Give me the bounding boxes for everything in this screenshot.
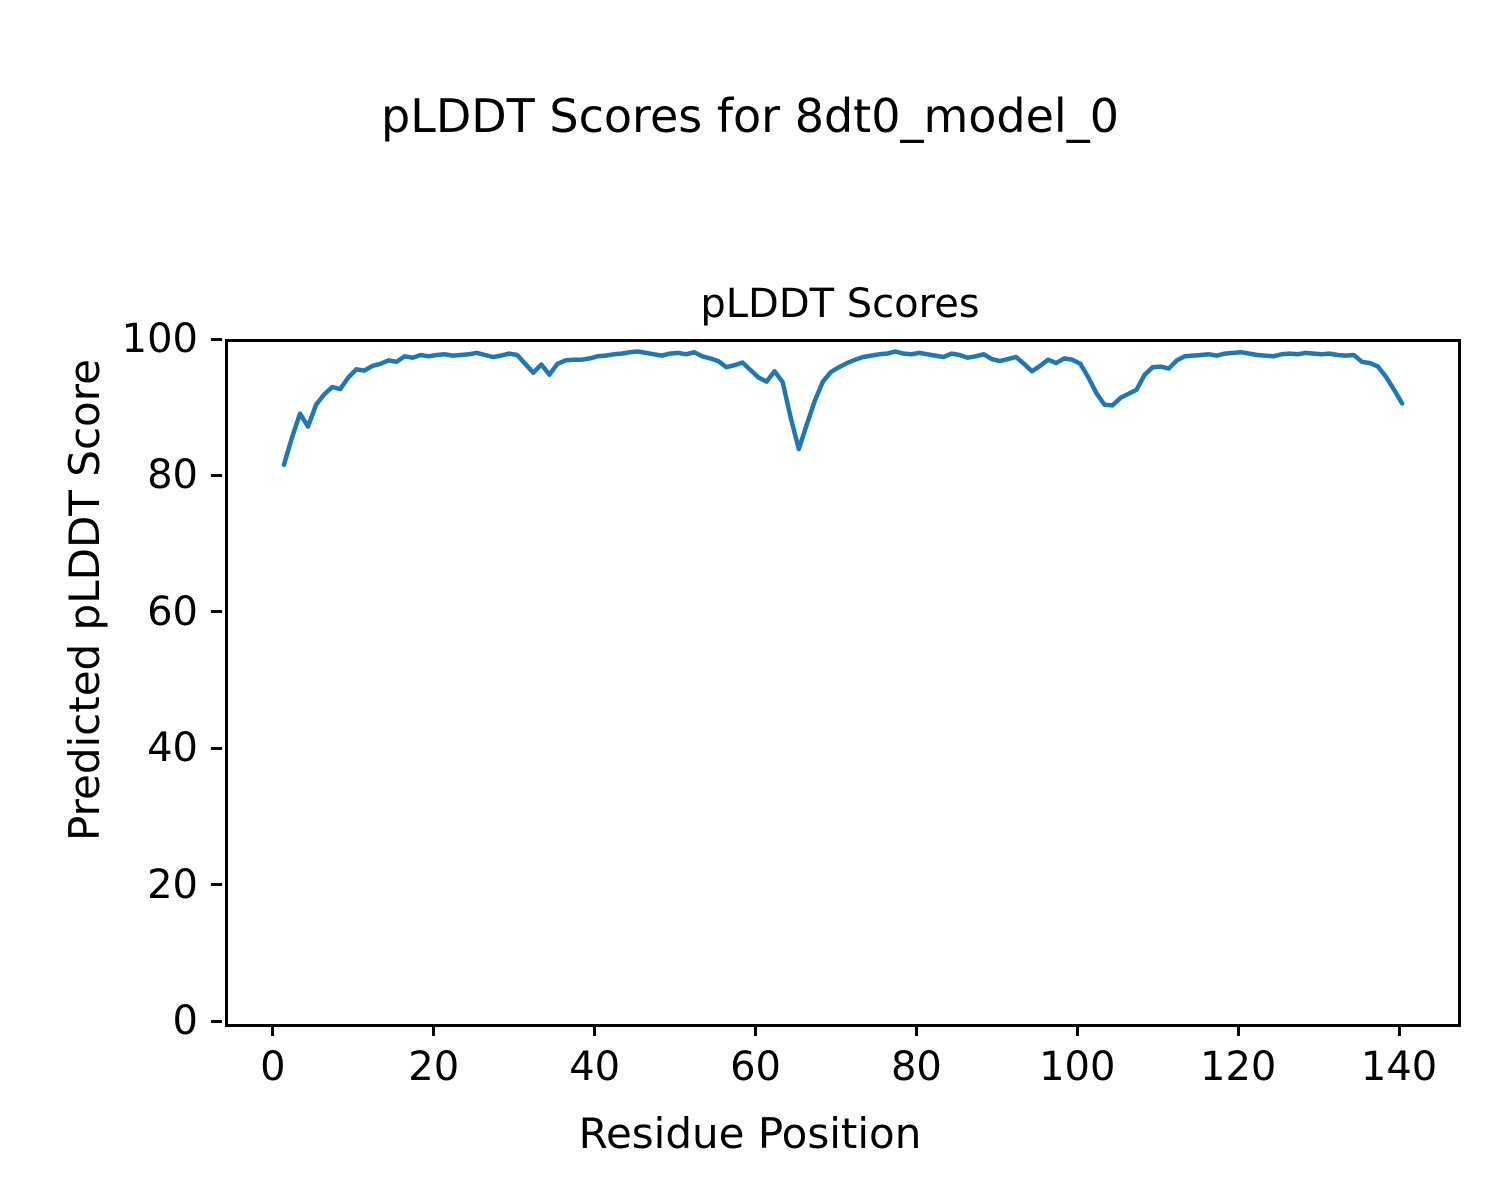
x-tick-label: 120 [1200,1044,1277,1090]
y-tick-label: 0 [172,998,198,1044]
plddt-line-chart [281,349,1405,468]
y-tick-label: 20 [147,861,198,908]
plddt-series-line [281,349,1405,468]
x-tick-label: 140 [1360,1044,1438,1090]
y-tick-label: 40 [147,725,198,772]
y-tick-label: 60 [147,588,198,635]
x-tick-mark [754,1025,758,1036]
x-tick-mark [914,1025,918,1036]
x-tick-mark [1075,1025,1079,1036]
figure-title: pLDDT Scores for 8dt0_model_0 [381,89,1119,143]
y-axis-label: Predicted pLDDT Score [60,359,109,841]
x-tick-mark [432,1025,436,1036]
axes-title: pLDDT Scores [700,281,980,327]
x-tick-mark [1236,1025,1240,1036]
y-tick-mark [211,337,222,341]
x-tick-label: 0 [260,1044,286,1090]
y-tick-mark [211,1019,222,1023]
x-tick-label: 80 [890,1044,942,1090]
x-axis-label: Residue Position [578,1109,922,1158]
y-tick-label: 100 [121,316,198,362]
plot-area [225,339,1461,1027]
y-tick-mark [211,473,222,477]
y-tick-label: 80 [147,452,198,499]
y-tick-mark [211,610,222,614]
y-tick-mark [211,746,222,750]
x-tick-label: 40 [569,1044,621,1090]
x-tick-mark [1397,1025,1401,1036]
x-tick-label: 100 [1039,1044,1116,1090]
x-tick-label: 20 [408,1044,460,1090]
x-tick-mark [271,1025,275,1036]
x-tick-mark [593,1025,597,1036]
y-tick-mark [211,883,222,887]
x-tick-label: 60 [730,1044,781,1090]
